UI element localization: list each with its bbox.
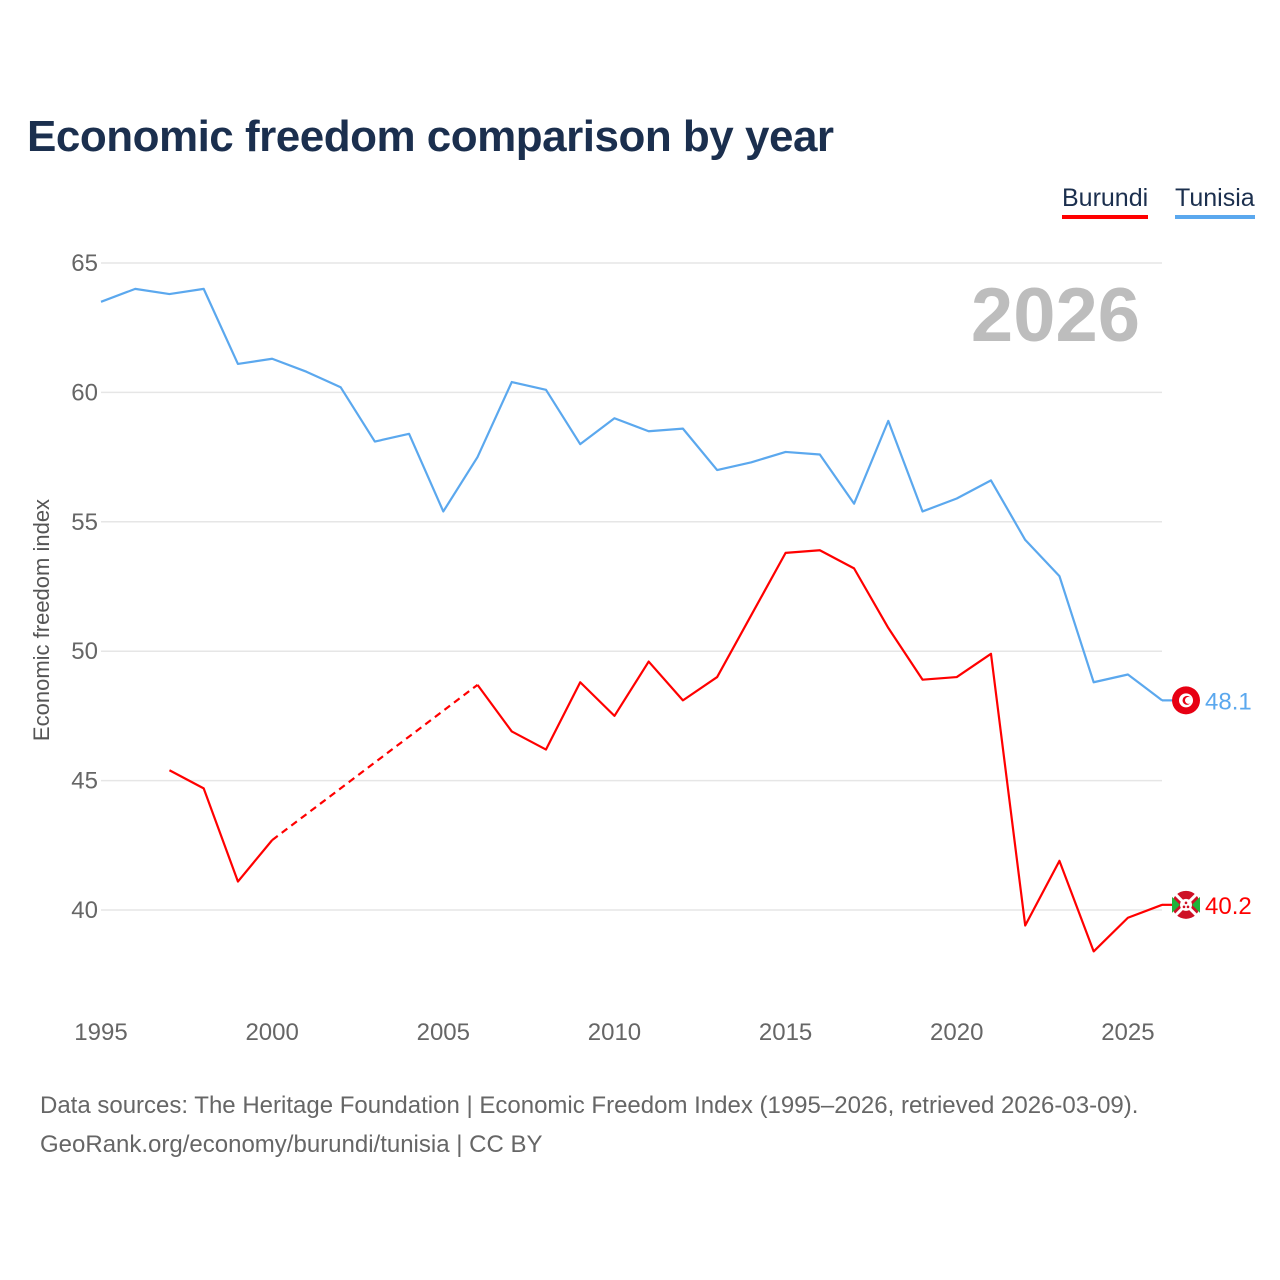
end-value-label-burundi: 40.2: [1205, 893, 1252, 920]
y-tick-label: 65: [71, 250, 98, 277]
flag-burundi-star: [1184, 901, 1188, 905]
flag-tunisia-crescent-cut: [1185, 696, 1192, 704]
end-value-label-tunisia: 48.1: [1205, 688, 1252, 715]
footer-sources: Data sources: The Heritage Foundation | …: [40, 1092, 1139, 1119]
y-tick-label: 60: [71, 379, 98, 406]
x-tick-label: 2020: [930, 1019, 983, 1046]
x-tick-label: 2015: [759, 1019, 812, 1046]
y-tick-label: 45: [71, 768, 98, 795]
line-tunisia: [100, 287, 1163, 702]
legend-tunisia[interactable]: Tunisia: [1175, 184, 1255, 219]
footer-link[interactable]: GeoRank.org/economy/burundi/tunisia | CC…: [40, 1131, 543, 1158]
flag-burundi-disc: [1180, 898, 1192, 911]
gap-line-burundi: [271, 683, 479, 842]
legend-burundi[interactable]: Burundi: [1062, 184, 1149, 219]
flag-burundi-star: [1182, 905, 1186, 909]
x-tick-label: 1995: [74, 1019, 127, 1046]
flag-burundi-green: [1172, 896, 1200, 913]
x-tick-label: 2005: [417, 1019, 470, 1046]
y-tick-label: 50: [71, 638, 98, 665]
flag-burundi-star: [1186, 905, 1190, 909]
y-tick-label: 55: [71, 509, 98, 536]
x-tick-label: 2010: [588, 1019, 641, 1046]
x-tick-label: 2025: [1101, 1019, 1154, 1046]
line-burundi: [476, 549, 1163, 953]
footer: Data sources: The Heritage Foundation | …: [40, 1086, 1138, 1164]
year-watermark: 2026: [970, 273, 1140, 358]
chart-title: Economic freedom comparison by year: [27, 112, 834, 161]
y-tick-label: 40: [71, 897, 98, 924]
line-burundi: [168, 769, 273, 883]
x-tick-label: 2000: [245, 1019, 298, 1046]
